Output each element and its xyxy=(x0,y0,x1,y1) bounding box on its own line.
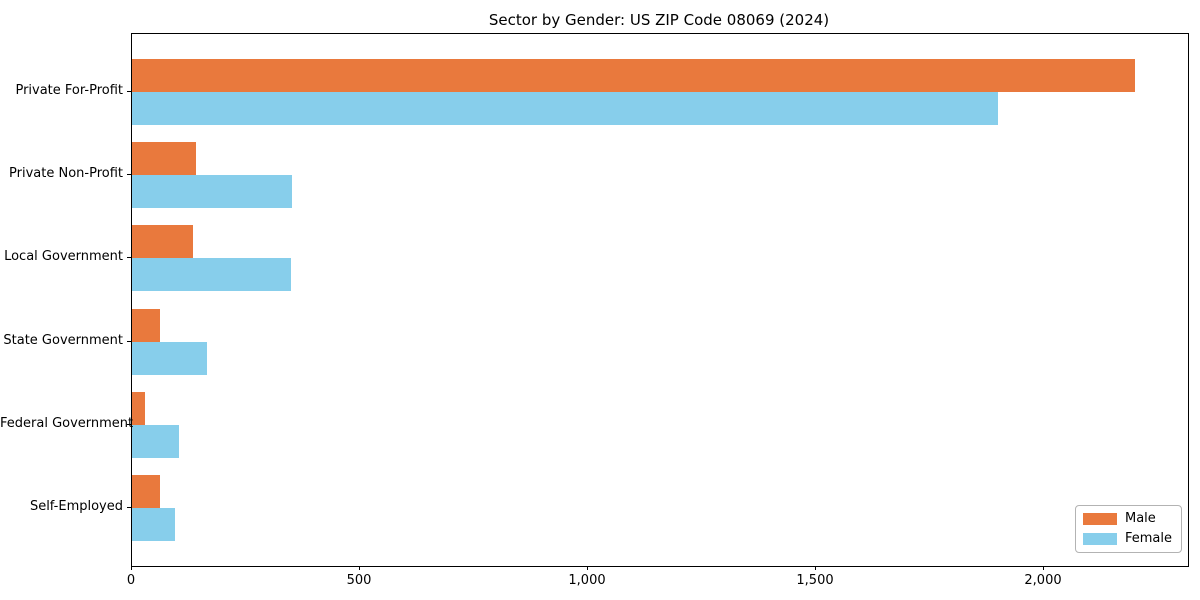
bar-male-1 xyxy=(132,58,1136,92)
legend-label-male: Male xyxy=(1124,511,1156,526)
bar-male-5 xyxy=(132,392,146,426)
legend-label-female: Female xyxy=(1124,531,1172,546)
x-tick-mark xyxy=(359,566,360,570)
y-tick-mark xyxy=(127,341,131,342)
bar-female-6 xyxy=(132,508,175,542)
bar-female-1 xyxy=(132,91,999,125)
bar-male-2 xyxy=(132,141,196,175)
plot-area: Male Female xyxy=(131,33,1189,567)
x-axis-label-5: 2,000 xyxy=(1024,573,1062,588)
x-tick-mark xyxy=(587,566,588,570)
y-axis-label-5: Federal Government xyxy=(0,416,134,431)
x-tick-mark xyxy=(1043,566,1044,570)
y-tick-mark xyxy=(127,174,131,175)
y-axis-label-4: State Government xyxy=(3,333,123,348)
x-axis-label-1: 0 xyxy=(126,573,136,588)
bar-male-3 xyxy=(132,225,194,259)
x-axis-label-4: 1,500 xyxy=(796,573,834,588)
bar-male-6 xyxy=(132,475,160,509)
chart-title: Sector by Gender: US ZIP Code 08069 (202… xyxy=(488,11,830,29)
y-tick-mark xyxy=(127,507,131,508)
legend: Male Female xyxy=(1074,505,1182,553)
x-axis-label-3: 1,000 xyxy=(568,573,606,588)
legend-swatch-female-icon xyxy=(1082,533,1117,545)
x-tick-mark xyxy=(131,566,132,570)
legend-entry-female: Female xyxy=(1082,531,1172,546)
y-tick-mark xyxy=(127,257,131,258)
x-tick-mark xyxy=(815,566,816,570)
bar-female-2 xyxy=(132,174,292,208)
y-axis-label-3: Local Government xyxy=(4,249,123,264)
y-axis-label-1: Private For-Profit xyxy=(15,83,123,98)
legend-swatch-male-icon xyxy=(1082,513,1117,525)
bar-male-4 xyxy=(132,308,160,342)
legend-entry-male: Male xyxy=(1082,511,1172,526)
bar-female-4 xyxy=(132,341,207,375)
y-tick-mark xyxy=(127,91,131,92)
y-axis-label-2: Private Non-Profit xyxy=(9,166,123,181)
bar-female-3 xyxy=(132,258,292,292)
bar-female-5 xyxy=(132,425,179,459)
x-axis-label-2: 500 xyxy=(346,573,372,588)
y-tick-mark xyxy=(127,424,131,425)
y-axis-label-6: Self-Employed xyxy=(29,499,123,514)
